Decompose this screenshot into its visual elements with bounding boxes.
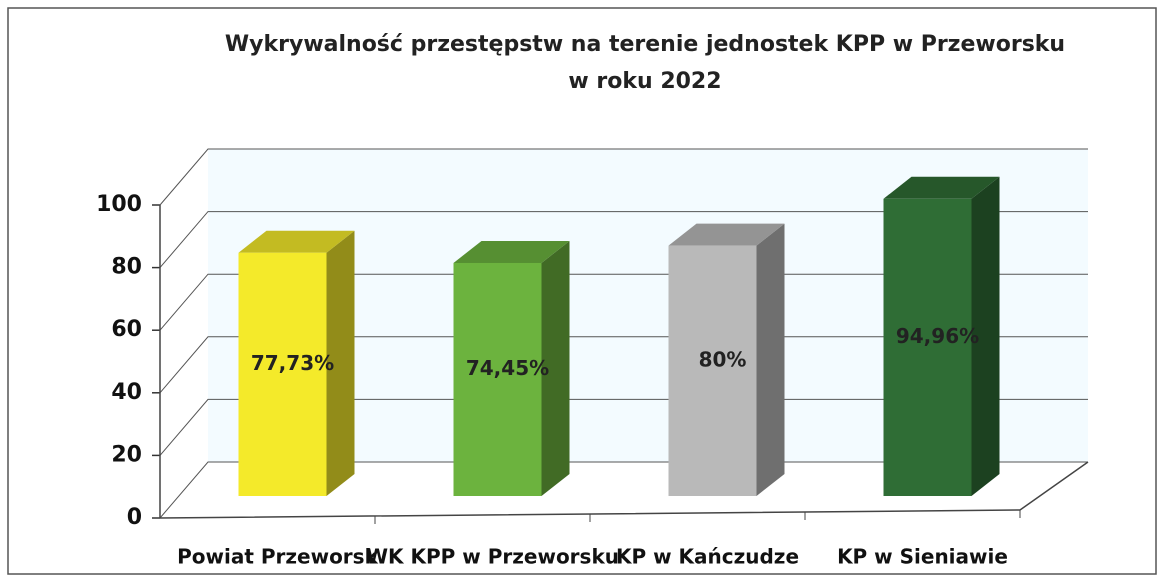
bar-top — [453, 240, 570, 263]
bar-side — [971, 176, 1000, 496]
grid-line — [159, 211, 1088, 268]
x-tick-label: WK KPP w Przeworsku — [366, 545, 619, 569]
back-wall — [208, 149, 1088, 462]
frame — [7, 7, 1157, 575]
grid-line — [159, 398, 1088, 456]
grid-line — [159, 461, 1088, 519]
bar — [453, 262, 542, 496]
bar — [883, 198, 972, 496]
value-label: 80% — [699, 347, 747, 371]
chart-title: Wykrywalność przestępstw na terenie jedn… — [225, 32, 1065, 57]
grid-line — [159, 273, 1088, 331]
value-label: 74,45% — [466, 356, 549, 380]
x-tick-label: KP w Sieniawie — [837, 545, 1008, 569]
bar-side — [756, 223, 785, 496]
bar — [668, 245, 757, 496]
bar-top — [238, 230, 355, 253]
y-tick-label: 80 — [111, 255, 142, 280]
grid-line — [159, 148, 1088, 206]
bar-side — [326, 230, 355, 497]
chart-title: w roku 2022 — [568, 69, 721, 94]
y-tick-label: 0 — [127, 505, 142, 530]
bar — [238, 252, 327, 496]
x-tick-label: KP w Kańczudze — [616, 545, 799, 569]
bar-top — [668, 223, 785, 246]
bar-side — [541, 240, 570, 496]
bar-top — [883, 176, 1000, 199]
y-tick-label: 20 — [111, 442, 142, 467]
x-tick-label: Powiat Przeworsk — [177, 545, 378, 569]
value-label: 94,96% — [896, 324, 979, 348]
y-tick-label: 40 — [111, 380, 142, 405]
grid-line — [159, 336, 1088, 394]
value-label: 77,73% — [251, 351, 334, 375]
y-tick-label: 100 — [96, 192, 142, 217]
y-tick-label: 60 — [111, 317, 142, 342]
